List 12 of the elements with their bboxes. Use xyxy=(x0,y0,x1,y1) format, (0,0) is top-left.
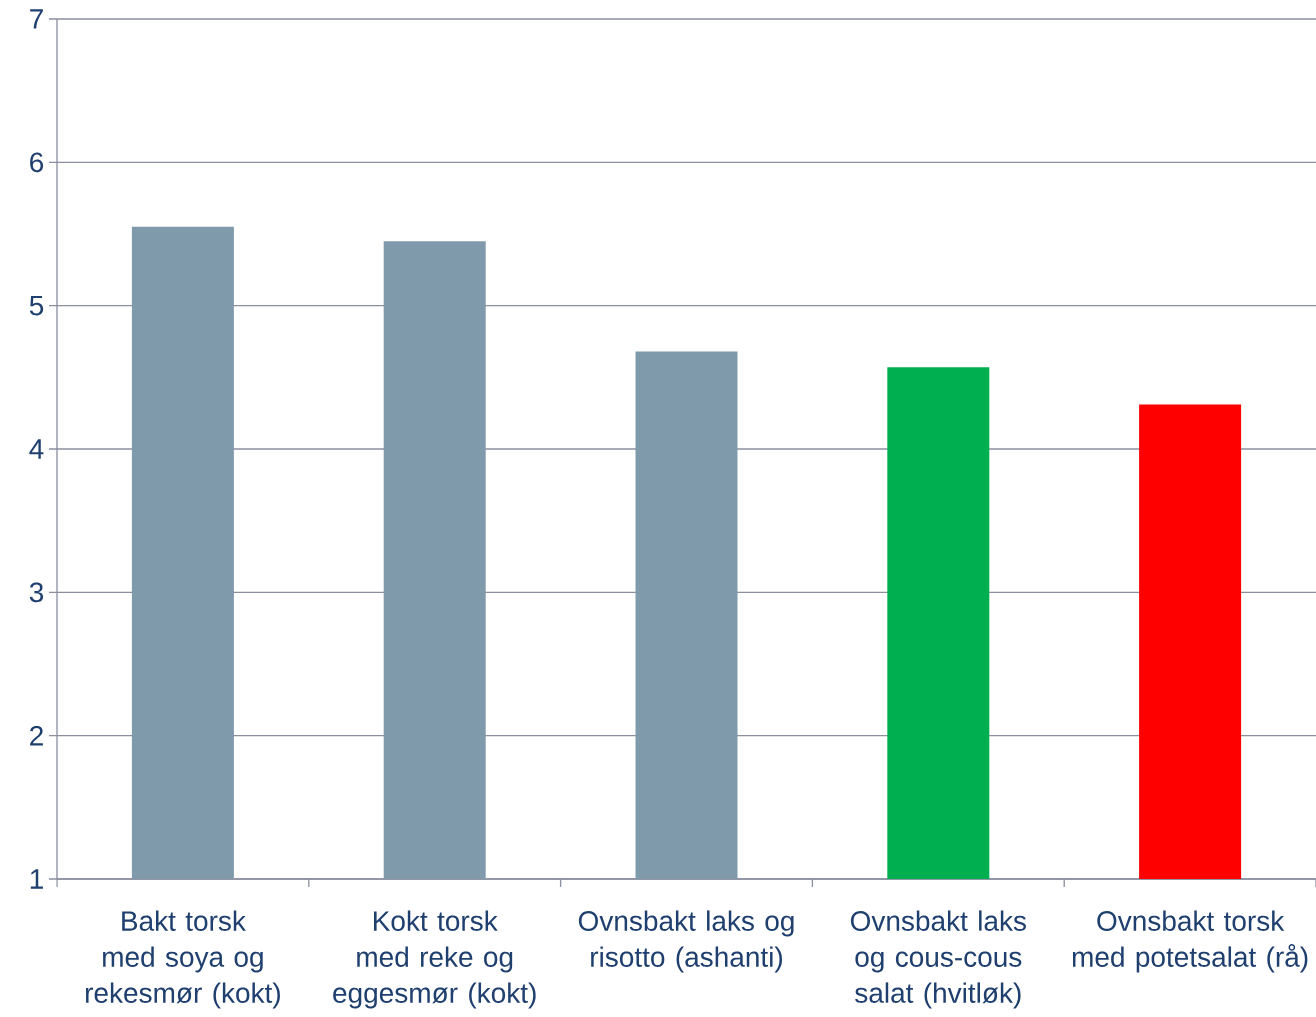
x-tick-label: Bakt torsk med soya og rekesmør (kokt) xyxy=(85,910,280,1009)
x-tick-label: Ovnsbakt laks og cous-cous salat (hvitløk) xyxy=(850,910,1026,1009)
y-tick-label: 3 xyxy=(29,582,44,603)
x-tick-label: Kokt torsk med reke og eggesmør (kokt) xyxy=(333,910,536,1009)
y-tick-label: 1 xyxy=(30,869,43,889)
x-tick-label: Ovnsbakt torsk med potetsalat (rå) xyxy=(1072,910,1308,973)
y-tick-label: 5 xyxy=(29,295,44,316)
y-tick-label: 2 xyxy=(30,725,43,746)
y-tick-label: 4 xyxy=(29,439,44,459)
x-tick-label: Ovnsbakt laks og risotto (ashanti) xyxy=(578,910,794,973)
y-tick-label: 6 xyxy=(30,152,44,173)
y-tick-label: 7 xyxy=(30,9,43,29)
